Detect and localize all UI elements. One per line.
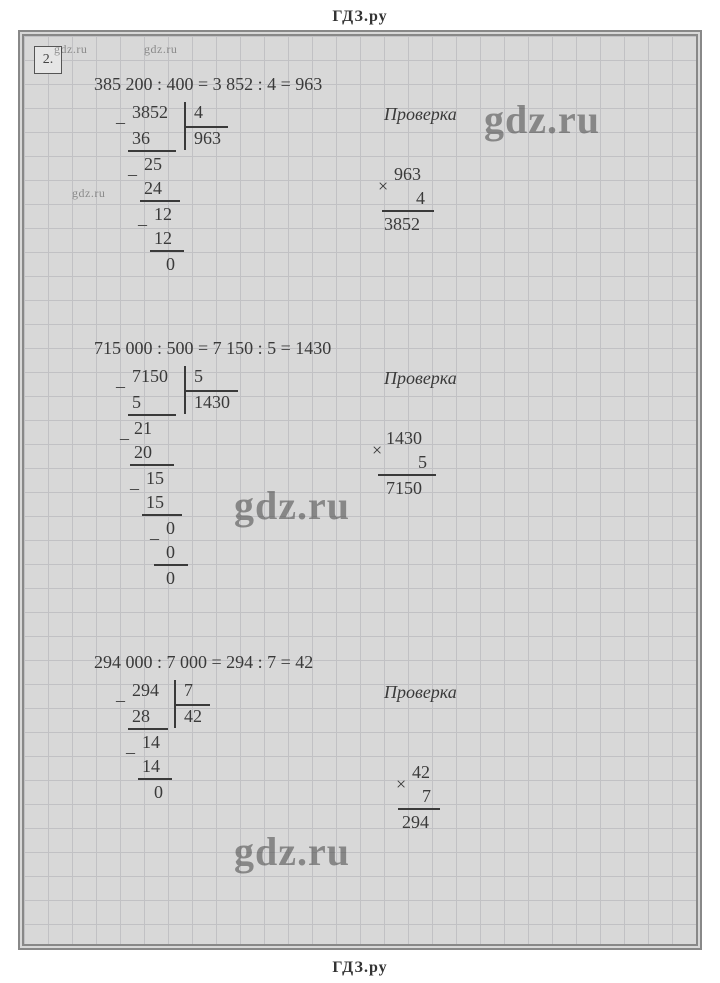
div-step: 0 (154, 782, 163, 803)
div-dividend: 7150 (132, 366, 168, 387)
watermark-large: gdz.ru (234, 828, 350, 875)
equation: 715 000 : 500 = 7 150 : 5 = 1430 (94, 338, 331, 359)
watermark-small: gdz.ru (72, 186, 105, 201)
div-line (128, 414, 176, 416)
mul-result: 7150 (386, 478, 422, 499)
div-step: 0 (166, 568, 175, 589)
div-step: 20 (134, 442, 152, 463)
div-step: 36 (132, 128, 150, 149)
div-step: 0 (166, 542, 175, 563)
mul-top: 1430 (386, 428, 422, 449)
div-step: 5 (132, 392, 141, 413)
div-line (154, 564, 188, 566)
minus-sign: – (128, 164, 137, 185)
minus-sign: – (116, 376, 125, 397)
mul-line (382, 210, 434, 212)
mul-top: 963 (394, 164, 421, 185)
minus-sign: – (138, 214, 147, 235)
check-label: Проверка (384, 368, 457, 389)
minus-sign: – (116, 112, 125, 133)
page-content: 2. gdz.ru gdz.ru 385 200 : 400 = 3 852 :… (24, 36, 696, 944)
equation: 385 200 : 400 = 3 852 : 4 = 963 (94, 74, 322, 95)
div-line (142, 514, 182, 516)
mul-sign: × (396, 774, 406, 795)
div-quotient: 1430 (194, 392, 230, 413)
div-step: 14 (142, 732, 160, 753)
div-step: 15 (146, 492, 164, 513)
div-divisor: 4 (194, 102, 203, 123)
minus-sign: – (120, 428, 129, 449)
minus-sign: – (130, 478, 139, 499)
check-label: Проверка (384, 682, 457, 703)
div-line (130, 464, 174, 466)
mul-line (378, 474, 436, 476)
watermark-large: gdz.ru (234, 482, 350, 529)
mul-result: 3852 (384, 214, 420, 235)
div-quotient: 42 (184, 706, 202, 727)
div-line (128, 150, 176, 152)
watermark-small: gdz.ru (144, 42, 177, 57)
div-step: 24 (144, 178, 162, 199)
worksheet-page: 2. gdz.ru gdz.ru 385 200 : 400 = 3 852 :… (18, 30, 702, 950)
minus-sign: – (126, 742, 135, 763)
mul-bottom: 4 (416, 188, 425, 209)
div-step: 12 (154, 228, 172, 249)
mul-top: 42 (412, 762, 430, 783)
check-label: Проверка (384, 104, 457, 125)
div-step: 14 (142, 756, 160, 777)
div-line (128, 728, 168, 730)
div-dividend: 294 (132, 680, 159, 701)
mul-sign: × (372, 440, 382, 461)
div-divisor: 5 (194, 366, 203, 387)
div-divisor: 7 (184, 680, 193, 701)
mul-sign: × (378, 176, 388, 197)
div-step: 0 (166, 254, 175, 275)
div-quotient: 963 (194, 128, 221, 149)
equation: 294 000 : 7 000 = 294 : 7 = 42 (94, 652, 313, 673)
div-line (150, 250, 184, 252)
mul-line (398, 808, 440, 810)
div-step: 0 (166, 518, 175, 539)
div-step: 15 (146, 468, 164, 489)
div-line (138, 778, 172, 780)
div-step: 12 (154, 204, 172, 225)
div-step: 21 (134, 418, 152, 439)
watermark-large: gdz.ru (484, 96, 600, 143)
minus-sign: – (116, 690, 125, 711)
site-header: ГДЗ.ру (0, 0, 720, 30)
mul-bottom: 5 (418, 452, 427, 473)
minus-sign: – (150, 528, 159, 549)
div-step: 25 (144, 154, 162, 175)
mul-bottom: 7 (422, 786, 431, 807)
div-line (140, 200, 180, 202)
mul-result: 294 (402, 812, 429, 833)
watermark-small: gdz.ru (54, 42, 87, 57)
div-step: 28 (132, 706, 150, 727)
div-dividend: 3852 (132, 102, 168, 123)
site-footer: ГДЗ.ру (0, 959, 720, 977)
